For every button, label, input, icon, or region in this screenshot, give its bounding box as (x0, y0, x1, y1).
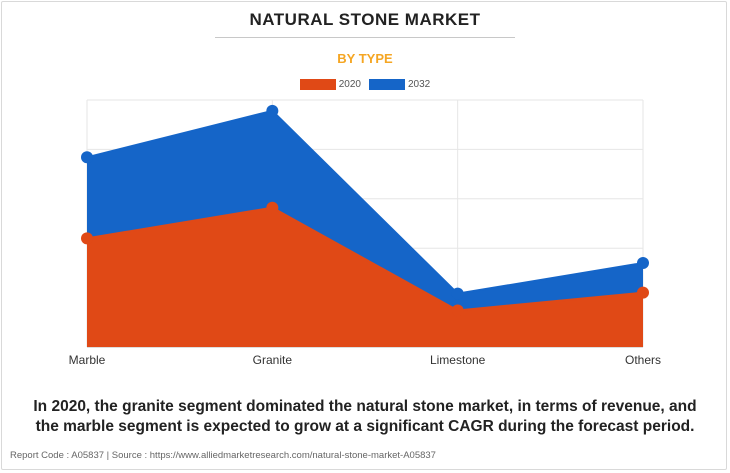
legend-label-2020: 2020 (338, 79, 361, 90)
data-point-2020-granite (266, 201, 279, 214)
data-point-2032-marble (81, 151, 93, 164)
legend-label-2032: 2032 (408, 79, 431, 90)
data-point-2032-others (637, 257, 649, 270)
report-footer: Report Code : A05837 | Source : https://… (10, 450, 436, 461)
data-point-2020-others (637, 286, 649, 299)
series-points (81, 104, 649, 317)
legend-swatch-2032 (369, 79, 405, 90)
x-tick-label-others: Others (625, 353, 661, 367)
area-series-2020 (87, 207, 643, 347)
legend: 2020 2032 (0, 79, 730, 90)
legend-item-2032[interactable]: 2032 (369, 79, 430, 90)
line-series-2032 (86, 109, 644, 295)
series-areas (86, 109, 644, 347)
x-tick-label-granite: Granite (253, 353, 293, 367)
line-series-2020 (86, 206, 644, 312)
data-point-2032-granite (266, 104, 279, 117)
legend-swatch-2020 (299, 79, 336, 90)
title-divider (215, 37, 515, 38)
x-tick-label-marble: Marble (69, 353, 106, 367)
data-point-2020-marble (81, 232, 93, 245)
x-tick-label-limestone: Limestone (430, 353, 486, 367)
legend-item-2020[interactable]: 2020 (299, 79, 361, 90)
data-point-2032-limestone (451, 287, 464, 300)
data-point-2020-limestone (451, 304, 464, 317)
chart-subtitle: BY TYPE (337, 51, 393, 66)
x-axis-labels: Marble Granite Limestone Others (69, 353, 661, 367)
chart-title: NATURAL STONE MARKET (249, 10, 481, 29)
chart-caption: In 2020, the granite segment dominated t… (33, 398, 697, 435)
